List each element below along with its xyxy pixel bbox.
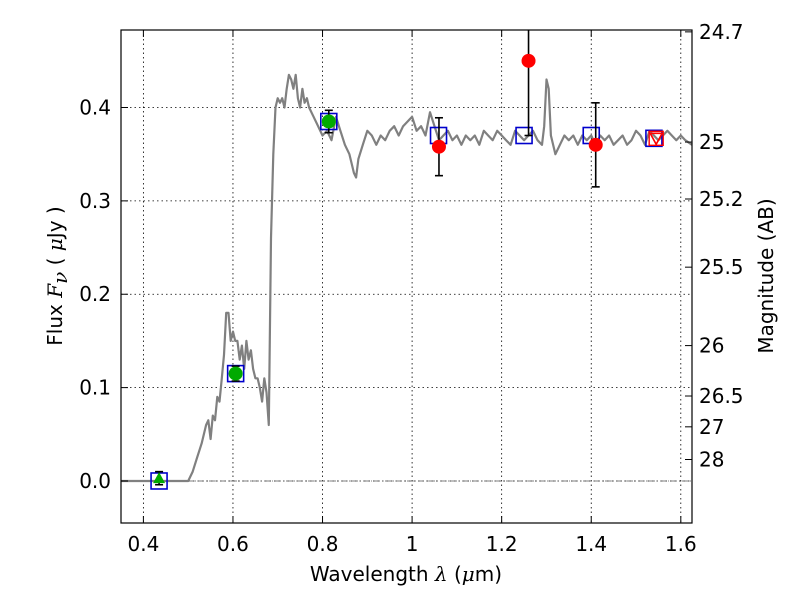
mag-tick-label: 26.5 — [699, 384, 744, 408]
mag-tick-label: 25.2 — [699, 187, 744, 211]
detected-point — [321, 114, 336, 129]
mag-tick-label: 25 — [699, 130, 724, 154]
y-axis-label: Flux Fν ( μJy ) — [43, 206, 72, 345]
predicted-triangle — [648, 132, 664, 146]
grid-lines — [121, 30, 692, 523]
y-tick-label: 0.1 — [79, 376, 111, 400]
x-tick-label: 1.4 — [575, 532, 607, 556]
upper-limit-triangle — [153, 472, 166, 484]
x-axis-label: Wavelength λ (μm) — [310, 562, 502, 586]
photometry-point — [521, 53, 536, 68]
mag-tick-label: 28 — [699, 448, 724, 472]
y-tick-label: 0.3 — [79, 189, 111, 213]
mag-tick-label: 24.7 — [699, 20, 744, 44]
data-markers — [150, 30, 664, 490]
mag-tick-label: 27 — [699, 415, 724, 439]
mag-tick-label: 26 — [699, 334, 724, 358]
photometry-point — [588, 137, 603, 152]
model-flux-square — [645, 129, 663, 148]
x-tick-label: 0.6 — [217, 532, 249, 556]
detected-point — [228, 366, 243, 381]
x-tick-label: 1.2 — [486, 532, 518, 556]
plot-frame — [120, 29, 693, 524]
y-tick-label: 0.0 — [79, 469, 111, 493]
predicted-box — [648, 130, 664, 147]
mag-tick-label: 25.5 — [699, 255, 744, 279]
y2-axis-label: Magnitude (AB) — [754, 198, 778, 353]
model-spectrum — [121, 73, 693, 483]
x-tick-label: 1.6 — [665, 532, 697, 556]
sed-curve — [121, 73, 693, 483]
axis-ticks: 0.4 0.6 0.8 1 1.2 1.4 1.6 0.0 0.1 0.2 0.3 0.4 24.7 25… — [79, 20, 743, 556]
photometry-point — [431, 139, 446, 154]
y-tick-label: 0.4 — [79, 95, 111, 119]
x-tick-label: 1 — [406, 532, 419, 556]
x-tick-label: 0.8 — [307, 532, 339, 556]
x-tick-label: 0.4 — [127, 532, 159, 556]
y-tick-label: 0.2 — [79, 282, 111, 306]
